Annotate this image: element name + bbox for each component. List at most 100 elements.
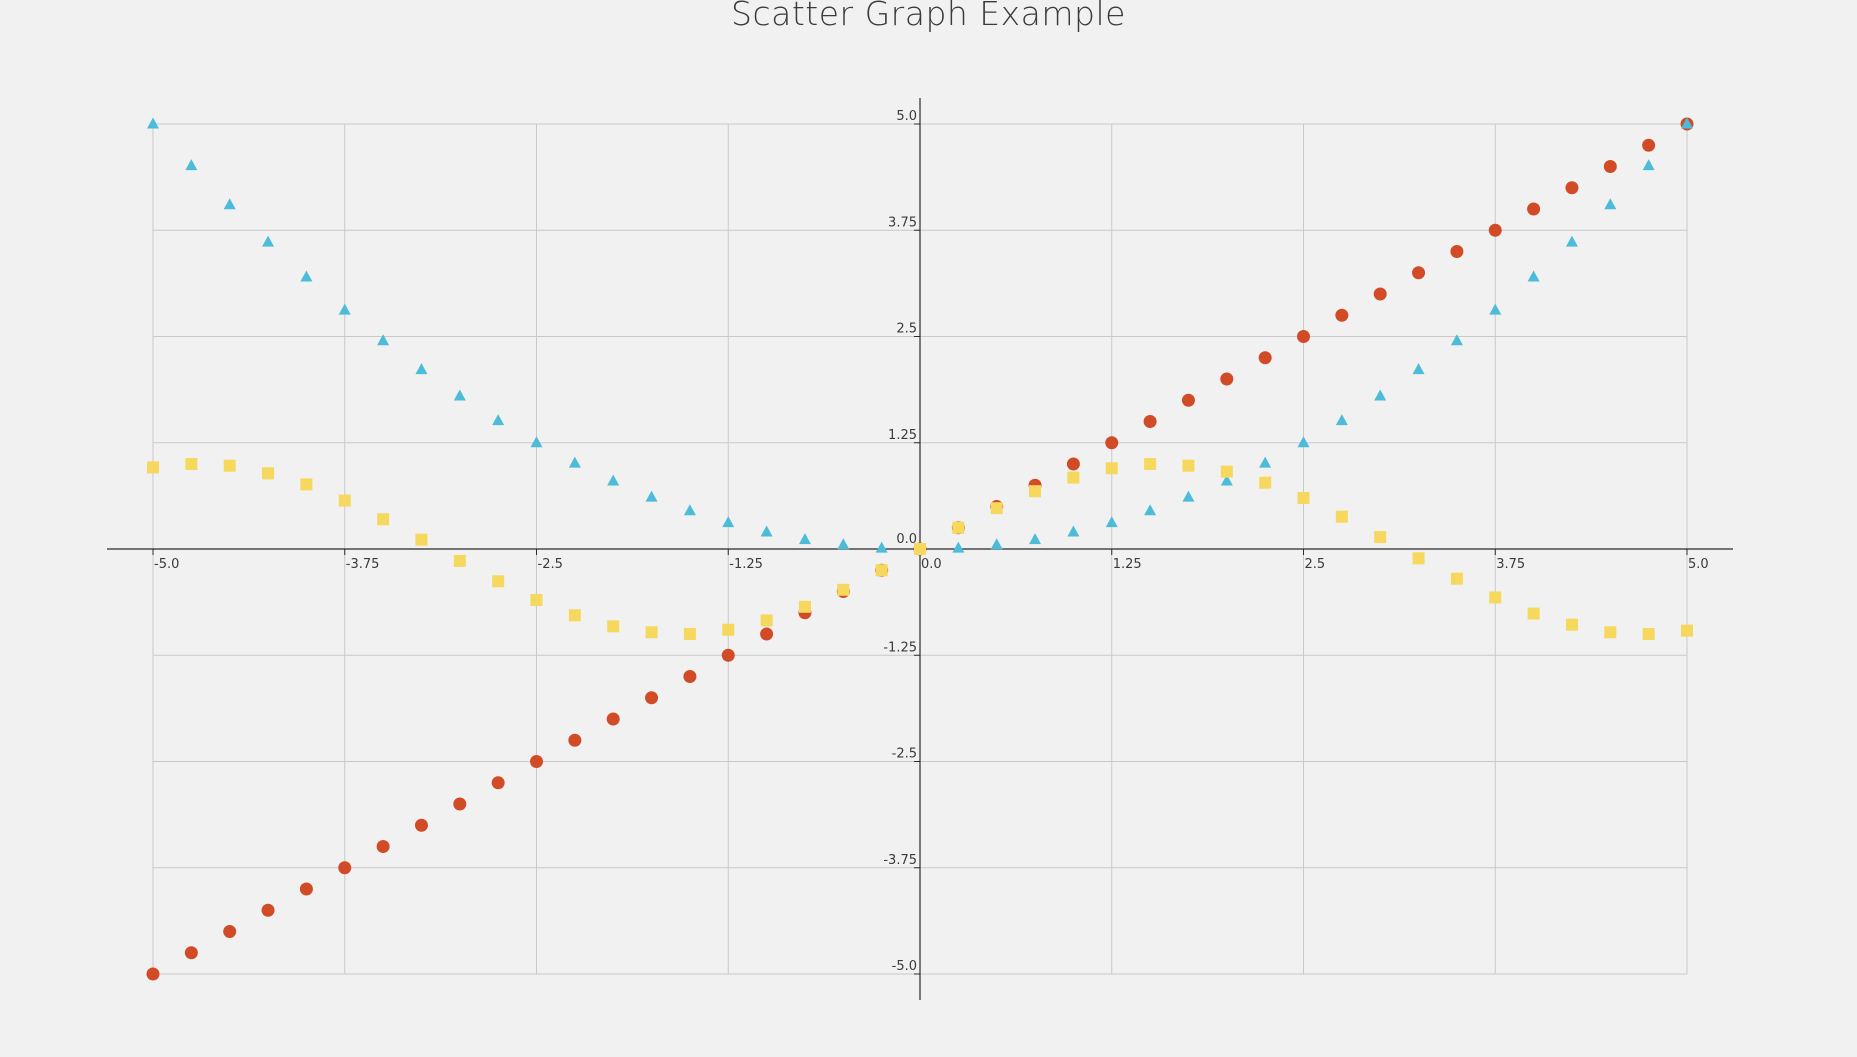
data-point-triangle: [1527, 270, 1540, 282]
data-point-triangle: [1259, 456, 1272, 468]
data-point-triangle: [1105, 516, 1118, 528]
data-point-circle: [261, 903, 275, 917]
data-point-triangle: [1565, 235, 1578, 247]
data-point-triangle: [147, 117, 159, 129]
data-point-triangle: [338, 303, 351, 315]
data-point-square: [1565, 618, 1578, 631]
data-point-square: [1297, 492, 1310, 504]
y-tick-label: 0.0: [896, 532, 917, 547]
tick-labels: -5.0 -3.75 -2.5 -1.25 0.0 1.25 2.5 3.75 5.0 5.0 3.…: [154, 109, 1709, 974]
x-tick-label: -5.0: [154, 557, 179, 572]
data-point-triangle: [683, 504, 696, 516]
data-points: [146, 117, 1694, 981]
data-point-square: [147, 461, 159, 474]
data-point-circle: [1258, 351, 1272, 365]
data-point-square: [1105, 462, 1118, 475]
data-point-triangle: [1144, 504, 1157, 516]
data-point-triangle: [1067, 525, 1080, 537]
data-point-square: [990, 502, 1003, 515]
data-point-circle: [223, 925, 237, 938]
data-point-circle: [760, 627, 774, 641]
data-point-circle: [721, 648, 735, 662]
x-tick-label: 1.25: [1113, 557, 1142, 572]
data-point-triangle: [798, 533, 811, 545]
data-point-circle: [1373, 287, 1387, 301]
data-point-square: [415, 533, 428, 546]
data-point-circle: [1335, 308, 1349, 322]
data-point-triangle: [568, 456, 581, 468]
data-point-triangle: [262, 235, 275, 247]
data-point-circle: [683, 670, 697, 683]
data-point-circle: [1143, 415, 1157, 428]
data-point-square: [453, 554, 466, 567]
data-point-circle: [1297, 330, 1310, 343]
y-tick-label: -3.75: [883, 853, 917, 868]
data-point-circle: [568, 733, 582, 747]
y-tick-label: 5.0: [896, 109, 917, 124]
data-point-square: [875, 564, 888, 577]
data-point-square: [1604, 626, 1617, 639]
data-point-square: [1182, 459, 1195, 472]
data-point-square: [377, 513, 390, 526]
data-point-triangle: [760, 525, 773, 537]
x-tick-label: -2.5: [538, 557, 563, 572]
data-point-square: [223, 459, 236, 472]
data-point-square: [1144, 458, 1157, 470]
data-point-square: [722, 623, 735, 636]
data-point-triangle: [875, 541, 888, 553]
data-point-triangle: [300, 270, 313, 282]
x-tick-label: -1.25: [729, 557, 763, 572]
data-point-triangle: [1489, 303, 1502, 315]
data-point-circle: [146, 967, 160, 981]
data-point-triangle: [1642, 159, 1655, 171]
data-point-triangle: [1450, 334, 1463, 346]
data-point-square: [607, 620, 620, 633]
data-point-circle: [1220, 372, 1234, 386]
data-point-triangle: [1297, 436, 1310, 448]
data-point-circle: [376, 840, 390, 853]
data-point-triangle: [1681, 117, 1693, 129]
y-tick-label: 2.5: [896, 322, 917, 337]
data-point-square: [1489, 591, 1502, 604]
data-point-triangle: [1335, 414, 1348, 426]
data-point-triangle: [722, 516, 735, 528]
data-point-triangle: [952, 541, 965, 553]
data-point-square: [1374, 531, 1387, 544]
data-point-circle: [1181, 393, 1195, 407]
data-point-square: [645, 626, 658, 639]
data-point-square: [1220, 465, 1233, 478]
data-point-square: [262, 467, 275, 480]
data-point-circle: [299, 882, 313, 896]
data-point-circle: [338, 861, 352, 875]
data-point-triangle: [837, 538, 850, 550]
y-tick-label: -2.5: [892, 747, 917, 762]
data-point-triangle: [1220, 474, 1233, 486]
data-point-triangle: [645, 490, 658, 502]
data-point-triangle: [1604, 198, 1617, 210]
data-point-circle: [1603, 160, 1617, 173]
data-point-square: [683, 628, 696, 640]
data-point-square: [338, 494, 351, 507]
data-point-triangle: [1412, 363, 1425, 375]
data-point-circle: [1488, 223, 1502, 237]
data-point-square: [1450, 572, 1463, 585]
x-tick-label: 5.0: [1688, 557, 1709, 572]
data-point-circle: [491, 776, 505, 790]
data-point-square: [1259, 476, 1272, 489]
data-point-square: [914, 543, 926, 555]
data-point-square: [760, 614, 773, 627]
x-tick-label: 3.75: [1496, 557, 1525, 572]
data-point-circle: [1450, 245, 1464, 258]
data-point-triangle: [607, 474, 620, 486]
chart-title: Scatter Graph Example: [731, 0, 1126, 33]
data-point-circle: [1565, 181, 1579, 195]
data-point-square: [1067, 471, 1080, 484]
data-point-circle: [1412, 266, 1426, 280]
y-tick-label: -1.25: [883, 640, 917, 655]
data-point-triangle: [1029, 533, 1042, 545]
x-tick-label: 2.5: [1305, 557, 1326, 572]
data-point-triangle: [223, 198, 236, 210]
data-point-square: [185, 458, 198, 470]
data-point-circle: [1527, 202, 1541, 216]
